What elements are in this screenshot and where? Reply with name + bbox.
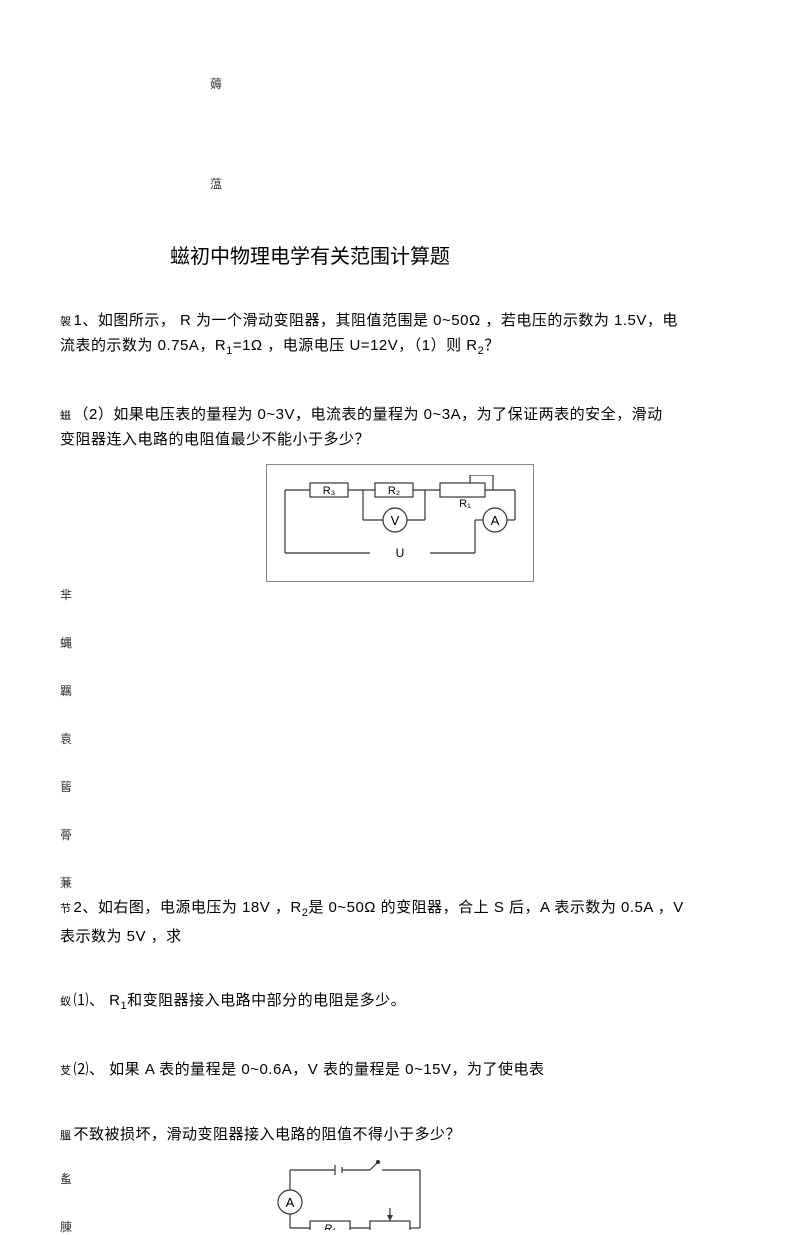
q1-para2: 螆（2）如果电压表的量程为 0~3V，电流表的量程为 0~3A，为了保证两表的安… — [60, 403, 740, 452]
q2p3-prefix: 膃 — [60, 1130, 72, 1142]
mc-5: 蓇 — [60, 826, 72, 843]
q2-l1b: 是 0~50Ω 的变阻器，合上 S 后，A 表示数为 0.5A ，V — [308, 899, 683, 916]
q2p1-a: ⑴、 R — [74, 992, 121, 1009]
mc-4: 蒈 — [60, 778, 72, 795]
c1-r3: R₃ — [323, 485, 335, 497]
q1-l1c: =1Ω ，电源电压 U=12V，（1）则 R — [233, 337, 478, 354]
circuit1-svg: R₃ R₂ R₁ V A U — [275, 475, 525, 570]
mc-0: 芈 — [60, 586, 72, 603]
q2-para: 节2、如右图，电源电压为 18V ，R2是 0~50Ω 的变阻器，合上 S 后，… — [60, 896, 740, 949]
mc-6: 蒹 — [60, 874, 72, 891]
q1-sub1: 1 — [226, 345, 233, 357]
q1p2-l1: （2）如果电压表的量程为 0~3V，电流表的量程为 0~3A，为了保证两表的安全… — [74, 406, 663, 423]
q2p2-prefix: 芆 — [60, 1065, 72, 1077]
bc-1: 腖 — [60, 1218, 72, 1235]
q2-l2: 表示数为 5V ，求 — [60, 928, 182, 945]
q2p1-prefix: 蚁 — [60, 996, 72, 1008]
q2p3: 膃不致被损坏，滑动变阻器接入电路的阻值不得小于多少？ — [60, 1123, 740, 1148]
q1-prefix: 袈 — [60, 316, 72, 328]
title-prefix: 螆 — [170, 246, 190, 268]
circuit1-box: R₃ R₂ R₁ V A U — [266, 464, 534, 582]
c1-a: A — [491, 513, 500, 528]
c1-v: V — [391, 513, 400, 528]
vchar-2: 蕰 — [210, 175, 222, 192]
q2p1-b: 和变阻器接入电路中部分的电阻是多少。 — [127, 992, 406, 1009]
mc-3: 袁 — [60, 730, 72, 747]
q1p2-prefix: 螆 — [60, 410, 72, 422]
vchar-1: 薅 — [210, 75, 222, 92]
c1-u: U — [396, 546, 405, 560]
q1-l1d: ？ — [484, 337, 500, 354]
q2p2-t: ⑵、 如果 A 表的量程是 0~0.6A，V 表的量程是 0~15V，为了使电表 — [74, 1061, 545, 1078]
q2p2: 芆⑵、 如果 A 表的量程是 0~0.6A，V 表的量程是 0~15V，为了使电… — [60, 1058, 740, 1083]
q2p1: 蚁⑴、 R1和变阻器接入电路中部分的电阻是多少。 — [60, 989, 740, 1018]
c1-r2: R₂ — [388, 485, 400, 497]
title-text: 初中物理电学有关范围计算题 — [190, 246, 450, 268]
mid-gap: 芈 蝿 羈 袁 蒈 蓇 蒹 — [60, 586, 740, 896]
mc-2: 羈 — [60, 682, 72, 699]
bottom-area: 蚃 腖 A — [60, 1160, 740, 1230]
circuit2-wrap: A R₁ — [260, 1160, 440, 1235]
q1-l1b: 流表的示数为 0.75A，R — [60, 337, 226, 354]
circuit1-wrap: R₃ R₂ R₁ V A U — [60, 464, 740, 582]
c1-r1: R₁ — [459, 498, 471, 510]
circuit2-svg: A R₁ — [260, 1160, 440, 1230]
page-title: 螆初中物理电学有关范围计算题 — [170, 240, 740, 269]
c2-a: A — [286, 1195, 295, 1210]
bc-0: 蚃 — [60, 1170, 72, 1187]
q1-l1a: 1、如图所示， R 为一个滑动变阻器，其阻值范围是 0~50Ω ，若电压的示数为… — [74, 312, 678, 329]
q2-prefix: 节 — [60, 903, 72, 915]
q1-para1: 袈1、如图所示， R 为一个滑动变阻器，其阻值范围是 0~50Ω ，若电压的示数… — [60, 309, 740, 363]
mc-1: 蝿 — [60, 634, 72, 651]
c2-r1: R₁ — [324, 1223, 336, 1230]
q2-l1a: 2、如右图，电源电压为 18V ，R — [74, 899, 302, 916]
q1p2-l2: 变阻器连入电路的电阻值最少不能小于多少？ — [60, 431, 370, 448]
title-row: 螆初中物理电学有关范围计算题 — [60, 240, 740, 269]
